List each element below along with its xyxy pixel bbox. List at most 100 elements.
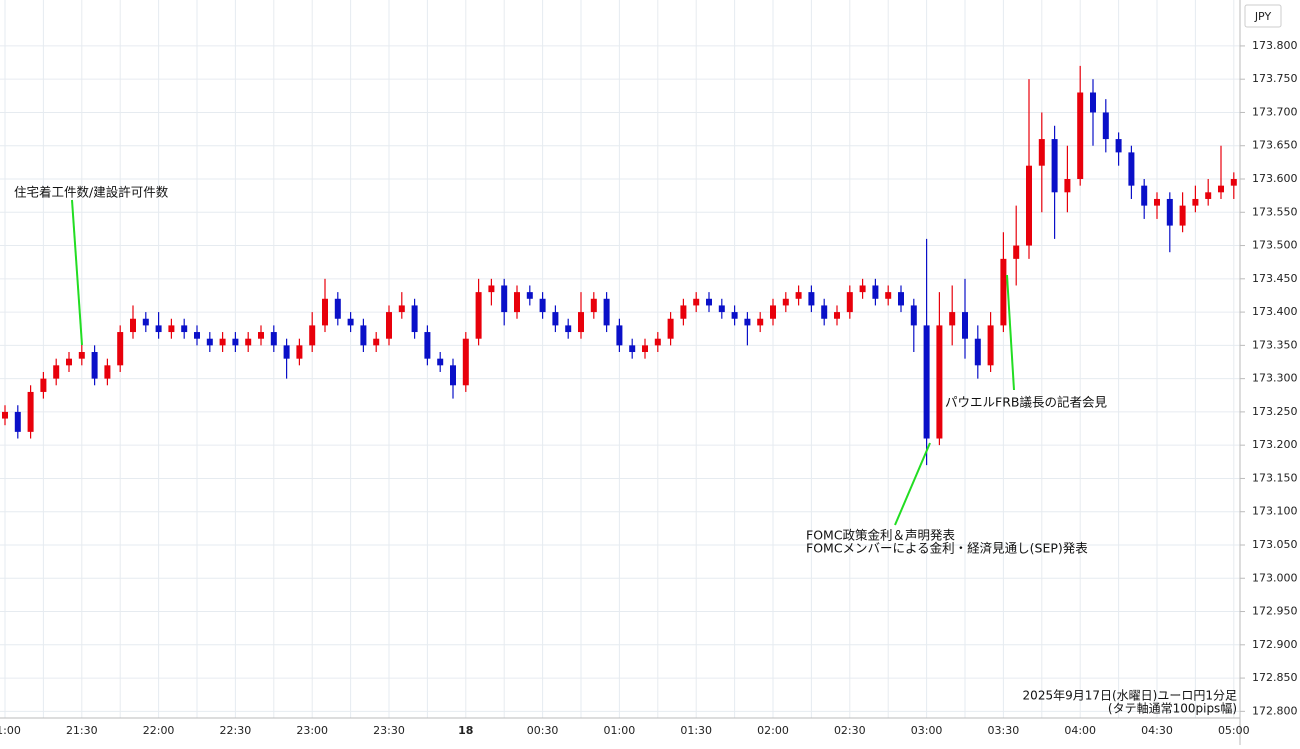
y-tick-label: 173.800	[1252, 39, 1298, 52]
candle-body	[642, 345, 648, 353]
candle-body	[232, 338, 239, 346]
x-tick-label: 01:30	[680, 724, 712, 737]
candle-body	[1154, 198, 1160, 206]
candle-body	[744, 318, 751, 326]
candle-body	[1077, 92, 1084, 180]
x-tick-label: 05:00	[1218, 724, 1250, 737]
candle-body	[1038, 139, 1045, 166]
candle-body	[475, 292, 482, 339]
candle-body	[1051, 139, 1058, 193]
candle-body	[962, 312, 968, 339]
candle-body	[795, 292, 802, 299]
candle-body	[462, 338, 469, 386]
candle-body	[309, 325, 316, 346]
y-tick-label: 173.650	[1252, 139, 1298, 152]
candle-body	[398, 305, 405, 313]
candle-body	[770, 305, 776, 319]
candle-body	[373, 338, 380, 346]
candle-body	[526, 292, 533, 299]
chart-note: 2025年9月17日(水曜日)ユーロ円1分足	[1023, 689, 1237, 703]
annotation-line	[71, 199, 83, 346]
candle-body	[923, 325, 930, 439]
candle-body	[322, 298, 328, 326]
candle-body	[757, 318, 764, 326]
y-tick-label: 173.250	[1252, 405, 1298, 418]
candle-body	[142, 318, 149, 326]
candle-body	[1205, 192, 1212, 199]
candle-body	[1102, 112, 1109, 140]
candle-body	[603, 298, 610, 326]
x-tick-label: 21:00	[0, 724, 21, 737]
candle-body	[245, 338, 252, 346]
candle-body	[539, 298, 546, 313]
candle-body	[66, 358, 72, 366]
y-tick-label: 173.550	[1252, 205, 1298, 218]
candle-body	[411, 305, 418, 333]
y-tick-label: 172.800	[1252, 704, 1298, 717]
candle-body	[718, 305, 725, 313]
candle-body	[40, 378, 47, 392]
candle-body	[808, 292, 815, 306]
candle-body	[437, 358, 444, 366]
y-tick-label: 173.150	[1252, 471, 1298, 484]
candle-body	[501, 285, 508, 313]
candle-body	[1230, 179, 1237, 186]
x-tick-label: 04:30	[1141, 724, 1173, 737]
y-tick-label: 173.200	[1252, 438, 1298, 451]
x-axis: 21:00 21:30 22:00 22:30 23:00 23:30 18 00:30 01:…	[0, 724, 1250, 737]
candle-body	[450, 365, 456, 386]
candle-body	[667, 318, 674, 339]
candle-body	[14, 411, 21, 432]
candle-body	[514, 292, 520, 313]
x-tick-label: 04:00	[1064, 724, 1096, 737]
y-tick-label: 173.450	[1252, 272, 1298, 285]
candle-body	[1115, 139, 1122, 153]
candle-body	[1013, 245, 1020, 259]
candle-body	[130, 318, 136, 333]
candle-body	[334, 298, 341, 319]
currency-label: JPY	[1254, 10, 1272, 23]
candle-body	[1000, 258, 1007, 326]
candle-body	[936, 325, 943, 439]
y-axis: 172.800 172.850 172.900 172.950 173.000 173.0…	[1240, 39, 1298, 717]
candle-body	[347, 318, 354, 326]
candle-body	[206, 338, 213, 346]
candle-body	[693, 298, 700, 306]
candle-body	[27, 391, 34, 432]
y-tick-label: 172.900	[1252, 638, 1298, 651]
candle-body	[578, 312, 584, 333]
x-tick-label: 18	[458, 724, 473, 737]
chart-note: (タテ軸通常100pips幅)	[1108, 701, 1237, 716]
candle-body	[552, 312, 559, 326]
y-tick-label: 173.500	[1252, 239, 1298, 252]
candle-body	[872, 285, 879, 299]
candle-body	[283, 345, 290, 359]
x-tick-label: 02:30	[834, 724, 866, 737]
candle-body	[1218, 185, 1224, 193]
candle-body	[846, 292, 853, 313]
x-tick-label: 22:30	[220, 724, 252, 737]
candle-body	[104, 365, 111, 379]
x-tick-label: 23:00	[296, 724, 328, 737]
candle-body	[1064, 179, 1071, 193]
grid	[0, 0, 1240, 718]
y-tick-label: 172.950	[1252, 605, 1298, 618]
candle-body	[885, 292, 892, 299]
y-tick-label: 173.100	[1252, 505, 1298, 518]
candle-body	[117, 332, 124, 366]
candle-body	[78, 352, 85, 359]
candle-body	[168, 325, 175, 333]
candle-body	[616, 325, 623, 346]
candle-body	[360, 325, 367, 346]
annotation: FOMC政策金利＆声明発表	[806, 528, 956, 543]
candle-body	[590, 298, 597, 313]
x-tick-label: 02:00	[757, 724, 789, 737]
candle-body	[155, 325, 162, 333]
y-tick-label: 173.700	[1252, 105, 1298, 118]
candle-body	[629, 345, 636, 353]
annotation: 住宅着工件数/建設許可件数	[14, 185, 169, 200]
candle-body	[2, 411, 8, 419]
annotation: パウエルFRB議長の記者会見	[945, 395, 1107, 410]
annotation-line	[1006, 274, 1015, 391]
